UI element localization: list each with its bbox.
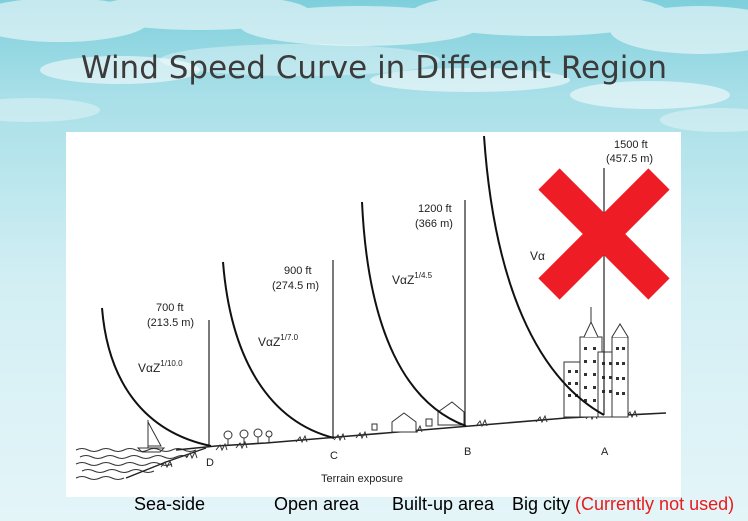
height-label-a: 1500 ft [614, 139, 648, 151]
terrain-exposure-label: Terrain exposure [321, 473, 403, 485]
height-label-b: 1200 ft [418, 203, 452, 215]
caption-open-area: Open area [274, 494, 360, 514]
region-letter-b: B [464, 446, 471, 458]
houses-icon [371, 401, 465, 433]
shrubs-icon [223, 428, 273, 445]
caption-not-used-note: (Currently not used) [575, 494, 735, 514]
sailboat-icon [136, 420, 166, 453]
cross-out-icon [538, 168, 670, 300]
wind-curve-d [101, 307, 212, 447]
region-letter-a: A [601, 446, 609, 458]
height-metric-b: (366 m) [415, 218, 453, 230]
shore-line [125, 447, 207, 479]
wind-profile-figure: 700 ft (213.5 m) 900 ft (274.5 m) 1200 f… [66, 132, 681, 497]
slide-title: Wind Speed Curve in Different Region [80, 50, 668, 86]
caption-big-city-label: Big city [512, 494, 571, 514]
wind-curve-b [361, 201, 467, 427]
caption-big-city: Big city (Currently not used) [512, 494, 734, 515]
city-buildings-icon [563, 307, 629, 418]
height-metric-d: (213.5 m) [147, 317, 194, 329]
height-label-d: 700 ft [156, 302, 184, 314]
region-letter-d: D [206, 457, 214, 469]
wind-curve-a [483, 135, 605, 416]
region-letter-c: C [330, 450, 338, 462]
power-law-label-a: Vα [530, 249, 545, 263]
height-label-c: 900 ft [284, 265, 312, 277]
caption-built-up-area: Built-up area [392, 494, 495, 514]
height-metric-a: (457.5 m) [606, 153, 653, 165]
power-law-label-b: VαZ1/4.5 [392, 271, 433, 287]
cloud-background [0, 0, 748, 132]
height-metric-c: (274.5 m) [272, 280, 319, 292]
caption-sea-side: Sea-side [134, 494, 206, 514]
power-law-label-d: VαZ1/10.0 [138, 359, 183, 375]
power-law-label-c: VαZ1/7.0 [258, 333, 299, 349]
water-waves [75, 448, 197, 480]
wind-curve-c [222, 261, 335, 439]
